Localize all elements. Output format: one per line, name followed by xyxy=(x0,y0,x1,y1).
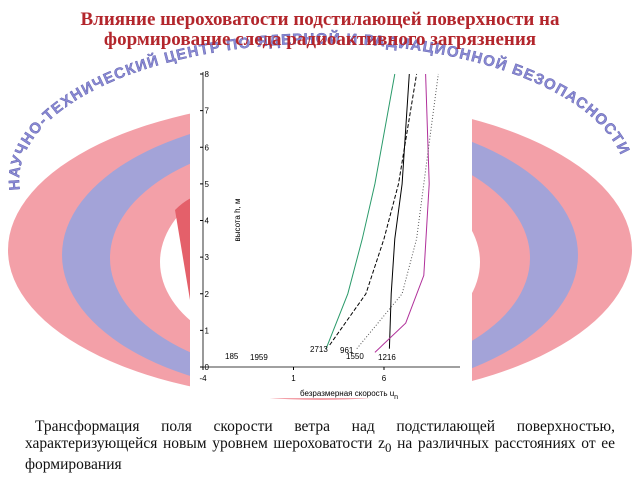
annotation: 1959 xyxy=(250,353,268,362)
series-line xyxy=(329,73,418,346)
x-label-sub: n xyxy=(394,394,398,401)
x-tick-label: 1 xyxy=(291,374,296,383)
y-axis-label: высота h, м xyxy=(233,198,242,241)
annotation: 1550 xyxy=(346,352,364,361)
y-tick-label: 5 xyxy=(205,180,210,189)
series-line xyxy=(325,73,396,349)
x-tick-label: 6 xyxy=(382,374,387,383)
y-tick-label: 6 xyxy=(205,143,210,152)
chart: 0 1 2 3 4 5 6 7 8 -4 1 6 безразмерная скорость un выс… xyxy=(199,70,460,401)
y-tick-label: 2 xyxy=(205,290,210,299)
y-tick-label: 0 xyxy=(205,363,210,372)
series-line xyxy=(374,73,430,353)
chart-panel xyxy=(190,62,472,398)
y-tick-label: 1 xyxy=(205,326,210,335)
slide-title: Влияние шероховатости подстилающей повер… xyxy=(80,9,560,50)
y-tick-label: 7 xyxy=(205,107,210,116)
caption: Трансформация поля скорости ветра над по… xyxy=(25,418,615,473)
annotation: 2713 xyxy=(310,345,328,354)
annotation: 961 xyxy=(340,346,354,355)
caption-subscript: 0 xyxy=(385,440,392,456)
y-tick-label: 8 xyxy=(205,70,210,79)
series-line xyxy=(388,73,410,349)
annotation: 1216 xyxy=(378,353,396,362)
x-axis-label: безразмерная скорость un xyxy=(300,389,398,401)
y-tick-label: 3 xyxy=(205,253,210,262)
annotation: 185 xyxy=(225,352,239,361)
caption-text-end: на различных расстояниях от ее формирова… xyxy=(25,435,615,474)
x-label-text: безразмерная скорость u xyxy=(300,389,394,398)
caption-text: Трансформация поля скорости ветра над по… xyxy=(25,418,615,452)
x-tick-label: -4 xyxy=(199,374,207,383)
y-tick-label: 4 xyxy=(205,217,210,226)
